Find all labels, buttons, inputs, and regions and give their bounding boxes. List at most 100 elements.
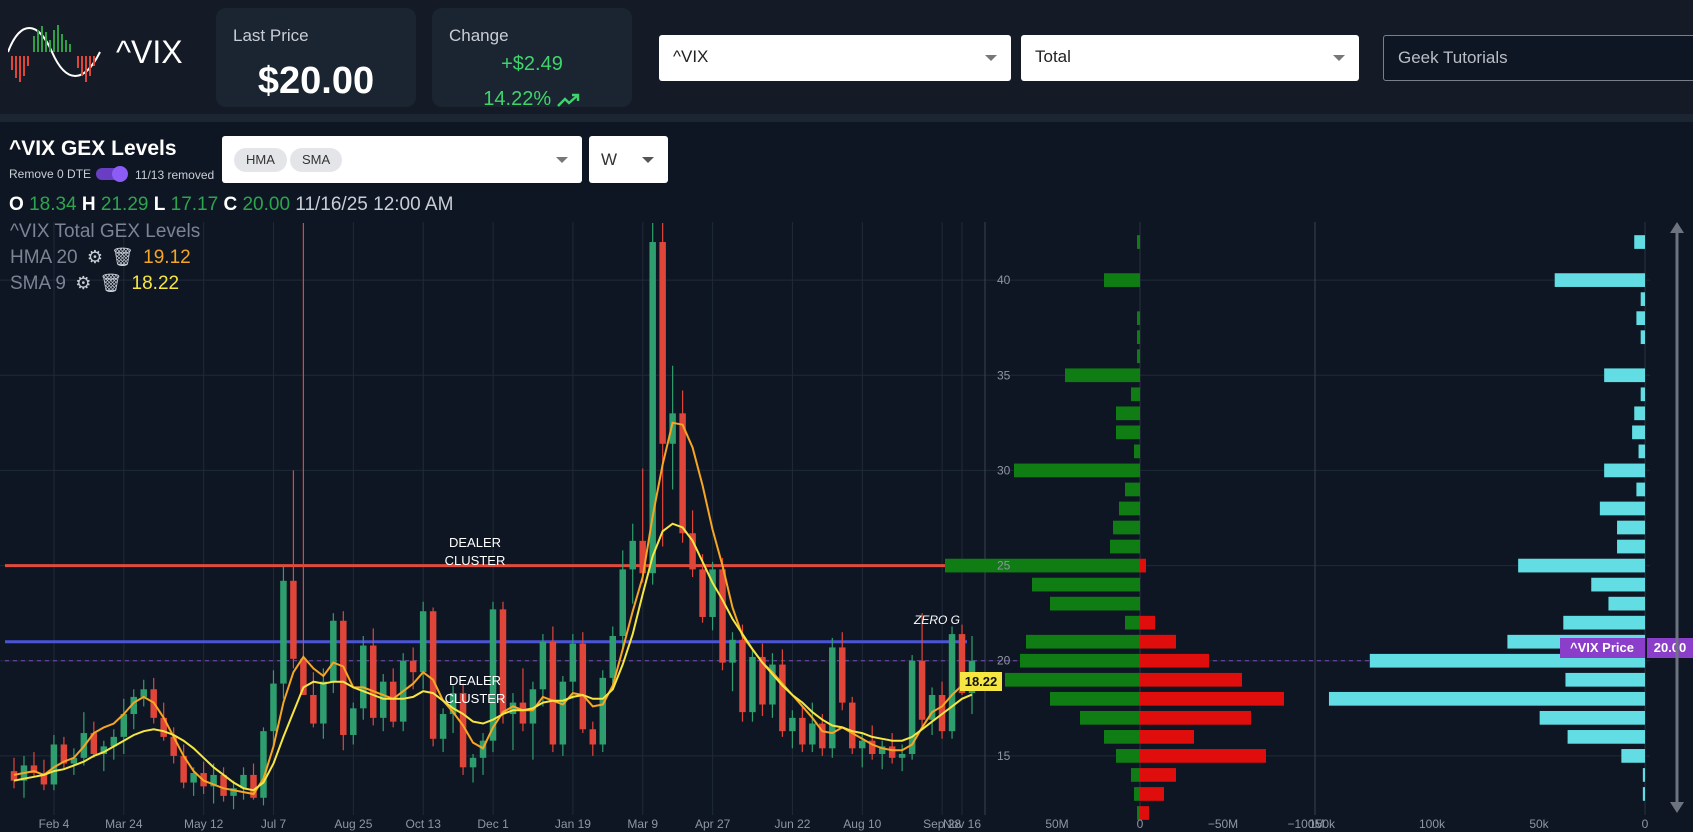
gex-positive-bar	[1104, 273, 1140, 287]
candle-body	[749, 656, 756, 713]
tutorials-select[interactable]: Geek Tutorials	[1383, 35, 1693, 81]
gex-histogram	[945, 235, 1284, 820]
candle-body	[240, 774, 247, 789]
remove-dte-label: Remove 0 DTE	[9, 167, 92, 181]
candle-body	[739, 639, 746, 713]
candle-body	[330, 620, 337, 682]
indicator-select[interactable]: HMA SMA	[222, 136, 582, 183]
oi-bar	[1642, 768, 1645, 782]
candle-body	[539, 641, 547, 690]
candle-body	[370, 645, 377, 718]
vix-price-tag-label: ^VIX Price	[1570, 640, 1634, 655]
candle-body	[270, 683, 277, 732]
chip-hma[interactable]: HMA	[234, 148, 287, 172]
candle-body	[90, 733, 98, 754]
gex-positive-bar	[1137, 311, 1140, 326]
trash-icon[interactable]: 🗑	[99, 273, 123, 293]
close-value: 20.00	[242, 194, 291, 215]
timeframe-select[interactable]: W	[589, 136, 668, 183]
gex-negative-bar	[1140, 710, 1251, 725]
sma-label: SMA	[10, 273, 51, 294]
axes: Feb 4 Mar 24 May 12 Jul 7 Aug 25 Oct 13 Dec 1 J…	[39, 273, 1649, 831]
trash-icon[interactable]: 🗑	[111, 247, 134, 267]
symbol-select[interactable]: ^VIX	[659, 35, 1011, 81]
x-tick-label: May 12	[184, 817, 224, 831]
gex-positive-bar	[1026, 634, 1140, 649]
gex-positive-bar	[1134, 787, 1140, 801]
candle-body	[559, 681, 567, 745]
oi-x-tick-label: 0	[1642, 817, 1649, 831]
candle-body	[629, 540, 636, 570]
gex-positive-bar	[1005, 672, 1140, 687]
gex-negative-bar	[1140, 787, 1164, 801]
oi-bar	[1604, 368, 1645, 383]
candle-body	[898, 754, 906, 758]
candle-body	[320, 681, 327, 724]
candle-body	[110, 736, 118, 747]
price-scale-handle[interactable]	[1670, 222, 1684, 813]
candle-body	[868, 740, 876, 754]
candle-body	[310, 695, 317, 724]
candle-body	[529, 689, 537, 724]
chart-title: ^VIX GEX Levels	[9, 137, 177, 160]
candle-body	[300, 658, 307, 695]
gex-x-tick-label: −100M	[1287, 817, 1324, 831]
candle-body	[389, 681, 397, 722]
candle-body	[360, 645, 367, 709]
candle-body	[569, 643, 577, 682]
candle-body	[709, 569, 716, 617]
ohlc-readout: O 18.34 H 21.29 L 17.17 C 20.00 11/16/25…	[9, 194, 453, 216]
x-tick-label: Aug 10	[843, 817, 881, 831]
gex-type-select[interactable]: Total	[1021, 35, 1359, 81]
chip-sma[interactable]: SMA	[290, 148, 343, 172]
candle-body	[579, 643, 587, 730]
oi-bar	[1636, 482, 1645, 497]
gex-positive-bar	[1125, 615, 1140, 630]
gex-positive-bar	[1137, 330, 1140, 345]
chevron-down-icon	[1333, 55, 1345, 61]
candle-body	[729, 639, 736, 663]
gear-icon[interactable]: ⚙	[86, 247, 104, 267]
divider	[0, 114, 1693, 122]
gex-positive-bar	[1131, 387, 1140, 402]
candle-body	[250, 774, 257, 798]
oi-bar	[1599, 501, 1645, 516]
x-tick-label: Mar 24	[105, 817, 143, 831]
candle-body	[639, 540, 646, 574]
sma-value: 18.22	[131, 273, 180, 294]
sma-period: 9	[55, 273, 66, 294]
candle-body	[469, 757, 477, 768]
x-tick-label: Sep 28	[923, 817, 961, 831]
ticker-symbol: ^VIX	[116, 34, 183, 70]
gex-positive-bar	[1104, 730, 1140, 744]
candle-body	[789, 717, 796, 732]
oi-bar	[1328, 691, 1645, 706]
y-tick-label: 35	[997, 368, 1011, 382]
gear-icon[interactable]: ⚙	[75, 273, 92, 293]
candle-body	[679, 413, 686, 534]
candle-body	[799, 717, 806, 745]
candle-body	[290, 580, 297, 659]
oi-bar	[1642, 787, 1645, 801]
remove-dte-toggle[interactable]	[96, 166, 128, 182]
low-label: L	[153, 194, 166, 215]
candle-body	[779, 664, 786, 732]
candle-body	[489, 609, 497, 741]
candle-body	[619, 569, 626, 636]
gex-x-tick-label: −50M	[1208, 817, 1238, 831]
oi-bar	[1591, 577, 1645, 592]
gex-positive-bar	[1065, 368, 1140, 383]
sma-value-tag-text: 18.22	[965, 674, 998, 689]
oi-bar	[1539, 710, 1645, 725]
gex-type-select-value: Total	[1035, 47, 1071, 66]
hma-line	[13, 421, 973, 796]
candle-body	[829, 647, 836, 749]
last-price-card: Last Price $20.00	[216, 8, 416, 107]
candle-body	[50, 744, 58, 785]
high-value: 21.29	[100, 194, 149, 215]
candle-body	[599, 677, 607, 745]
y-tick-label: 25	[997, 559, 1011, 573]
candle-body	[849, 702, 856, 749]
low-value: 17.17	[170, 194, 219, 215]
